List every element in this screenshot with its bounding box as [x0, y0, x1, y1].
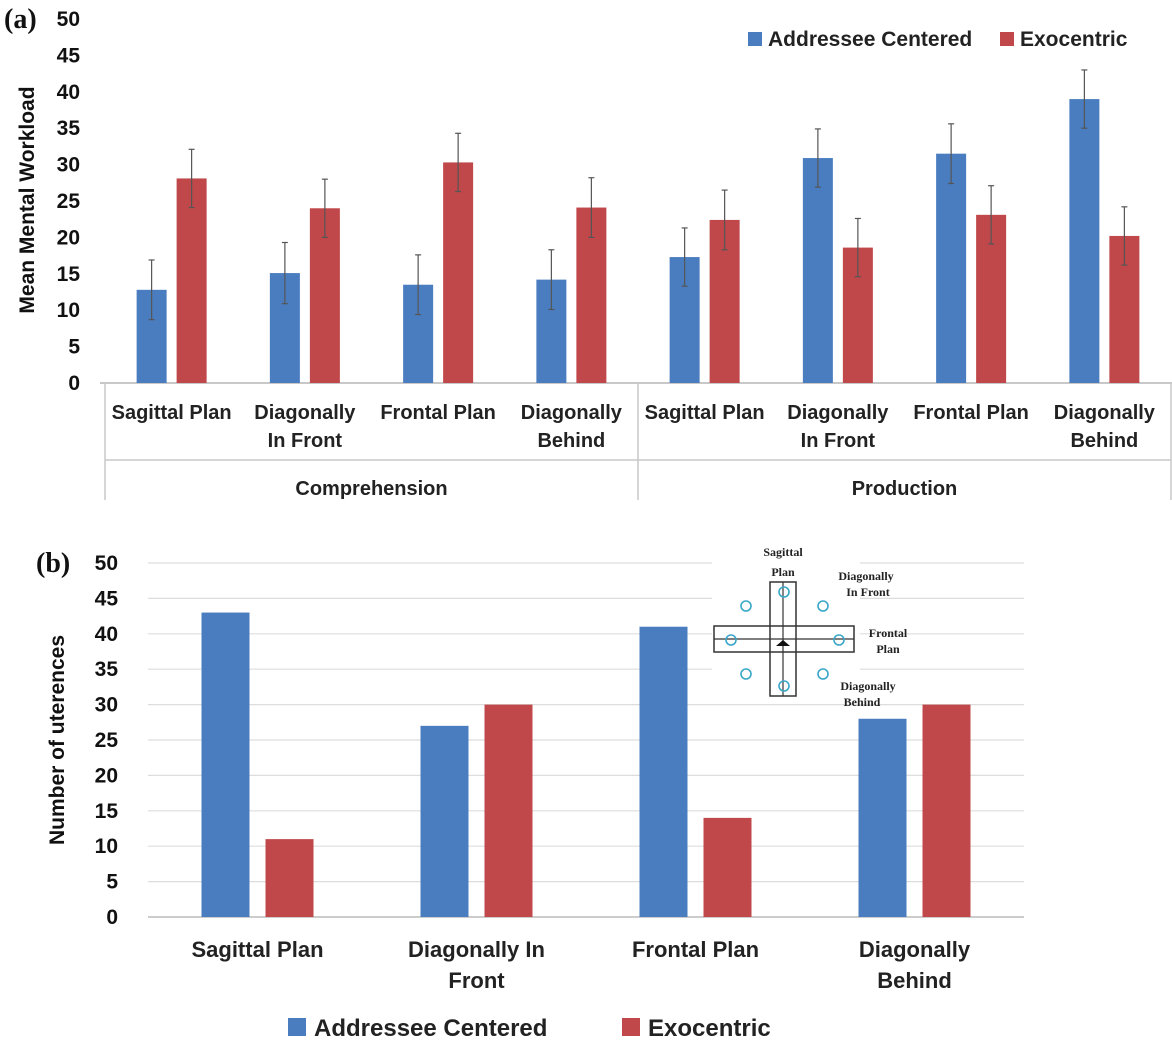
bar-addressee-centered	[201, 612, 250, 917]
category-label: Front	[448, 968, 505, 993]
y-tick-label: 35	[95, 658, 119, 681]
category-label: Behind	[537, 430, 605, 452]
panel-a-bars	[136, 99, 1140, 383]
panel-b-bars	[201, 612, 971, 917]
plane-diagram-inset: Sagittal Plan Diagonally In Front Fronta…	[712, 540, 908, 709]
position-marker-icon	[740, 600, 752, 612]
position-marker-icon	[817, 600, 829, 612]
y-tick-label: 50	[95, 552, 118, 575]
category-label: Sagittal Plan	[112, 402, 232, 424]
speaker-head-icon	[776, 640, 790, 646]
y-tick-label: 30	[57, 154, 80, 177]
category-label: Diagonally	[787, 402, 889, 424]
y-tick-label: 35	[57, 117, 81, 140]
y-tick-label: 5	[68, 336, 80, 359]
category-label: Behind	[877, 968, 952, 993]
category-label: Sagittal Plan	[645, 402, 765, 424]
category-label: Frontal Plan	[632, 937, 759, 962]
y-tick-label: 10	[57, 299, 80, 322]
y-tick-label: 20	[95, 764, 118, 787]
y-tick-label: 15	[95, 800, 119, 823]
bar-exocentric	[265, 839, 314, 917]
inset-label-sagittal-1: Sagittal	[763, 545, 803, 559]
bar-exocentric	[703, 817, 752, 917]
category-label: Diagonally	[1054, 402, 1156, 424]
category-label: Diagonally	[254, 402, 356, 424]
panel-a-legend: Addressee Centered Exocentric	[748, 28, 1128, 51]
legend-swatch-addressee-centered	[288, 1018, 306, 1036]
bar-exocentric	[176, 178, 207, 383]
y-tick-label: 40	[95, 623, 118, 646]
legend-label-addressee-centered: Addressee Centered	[768, 28, 972, 51]
bar-addressee-centered	[802, 158, 833, 383]
bar-addressee-centered	[1069, 99, 1100, 383]
bar-exocentric	[484, 704, 533, 917]
legend-label-addressee-centered: Addressee Centered	[314, 1015, 547, 1042]
panel-a-error-bars	[148, 69, 1128, 321]
inset-label-diag-behind-2: Behind	[844, 695, 881, 709]
inset-label-diag-front-2: In Front	[846, 585, 889, 599]
panel-a-chart: (a) Mean Mental Workload 0 5 10 15 20 25 30 35 4…	[4, 4, 1172, 500]
y-tick-label: 40	[57, 81, 80, 104]
y-tick-label: 0	[106, 906, 118, 929]
category-label: Diagonally In	[408, 937, 545, 962]
panel-b-legend: Addressee Centered Exocentric	[288, 1015, 771, 1042]
y-tick-label: 25	[95, 729, 119, 752]
bar-addressee-centered	[858, 718, 907, 917]
y-tick-label: 45	[95, 587, 119, 610]
inset-label-sagittal-2: Plan	[771, 565, 795, 579]
y-tick-label: 50	[57, 8, 80, 31]
inset-background	[712, 540, 860, 698]
category-label: Diagonally	[859, 937, 971, 962]
category-label: Frontal Plan	[380, 402, 496, 424]
legend-swatch-addressee-centered	[748, 32, 762, 46]
bar-exocentric	[922, 704, 971, 917]
bar-exocentric	[443, 162, 474, 383]
panel-a-category-labels: Comprehension Sagittal Plan Diagonally In F…	[112, 402, 1156, 500]
category-label: Behind	[1070, 430, 1138, 452]
category-label: In Front	[801, 430, 876, 452]
y-tick-label: 25	[57, 190, 81, 213]
inset-label-diag-front-1: Diagonally	[838, 569, 893, 583]
category-label: Diagonally	[521, 402, 623, 424]
legend-swatch-exocentric	[622, 1018, 640, 1036]
legend-label-exocentric: Exocentric	[1020, 28, 1128, 51]
inset-label-diag-behind-1: Diagonally	[840, 679, 895, 693]
position-marker-icon	[725, 634, 737, 646]
panel-a-label: (a)	[4, 4, 37, 35]
position-marker-icon	[833, 634, 845, 646]
category-label: Frontal Plan	[913, 402, 1029, 424]
y-tick-label: 5	[106, 871, 118, 894]
category-label: In Front	[268, 430, 343, 452]
panel-b-y-ticks: 0 5 10 15 20 25 30 35 40 45 50	[95, 552, 119, 929]
position-marker-icon	[817, 668, 829, 680]
legend-label-exocentric: Exocentric	[648, 1015, 771, 1042]
bar-addressee-centered	[936, 153, 967, 383]
y-tick-label: 0	[68, 372, 80, 395]
inset-label-frontal-2: Plan	[876, 642, 900, 656]
panel-b-label: (b)	[36, 548, 70, 579]
category-label: Sagittal Plan	[191, 937, 323, 962]
panel-b-chart: (b) Number of uterences 0 5 10 15 20 25 30 35 40…	[36, 540, 1024, 1042]
panel-a-y-ticks: 0 5 10 15 20 25 30 35 40 45 50	[57, 8, 81, 395]
y-tick-label: 10	[95, 835, 118, 858]
panel-a-y-axis-title: Mean Mental Workload	[16, 86, 39, 313]
y-tick-label: 20	[57, 226, 80, 249]
group-label-production: Production	[852, 478, 958, 500]
bar-addressee-centered	[639, 626, 688, 917]
position-marker-icon	[778, 680, 790, 692]
panel-b-category-labels: Sagittal Plan Diagonally In Front Frontal P…	[191, 937, 970, 993]
group-label-comprehension: Comprehension	[295, 478, 447, 500]
y-tick-label: 45	[57, 44, 81, 67]
y-tick-label: 30	[95, 694, 118, 717]
bar-addressee-centered	[420, 725, 469, 917]
panel-a-group-dividers	[104, 383, 1172, 500]
position-marker-icon	[740, 668, 752, 680]
position-marker-icon	[778, 586, 790, 598]
y-tick-label: 15	[57, 263, 81, 286]
legend-swatch-exocentric	[1000, 32, 1014, 46]
panel-b-y-axis-title: Number of uterences	[46, 635, 69, 845]
inset-label-frontal-1: Frontal	[869, 626, 908, 640]
